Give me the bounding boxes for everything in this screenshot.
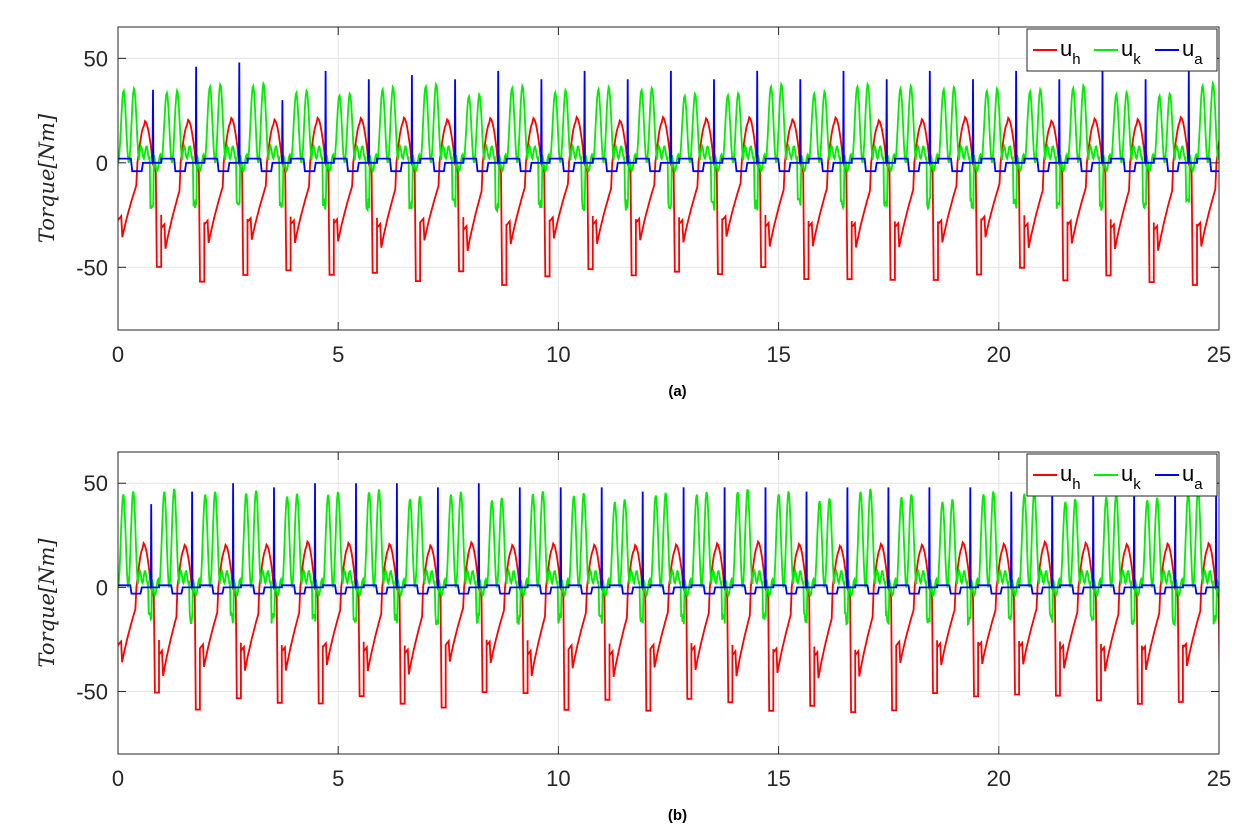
x-tick-label: 25 xyxy=(1207,342,1231,367)
series-lines xyxy=(118,483,1219,714)
x-tick-label: 20 xyxy=(987,766,1011,791)
axes-box xyxy=(117,451,1220,755)
legend-box xyxy=(1026,28,1218,72)
x-tick-label: 10 xyxy=(546,342,570,367)
legend-label: uh xyxy=(1060,36,1081,68)
legend-label: ua xyxy=(1182,36,1203,68)
x-tick-label: 15 xyxy=(766,766,790,791)
panel-caption: (b) xyxy=(668,807,687,824)
x-tick-label: 10 xyxy=(546,766,570,791)
legend: uh uk ua xyxy=(1026,453,1218,497)
y-tick-label: 0 xyxy=(96,151,108,176)
legend-label: ua xyxy=(1182,461,1203,493)
series-line-uk xyxy=(118,488,1219,627)
x-tick-label: 0 xyxy=(112,342,124,367)
y-tick-label: 0 xyxy=(96,575,108,600)
axes-box xyxy=(117,26,1220,331)
legend-box xyxy=(1026,453,1218,497)
legend-label: uh xyxy=(1060,461,1081,493)
x-tick-label: 20 xyxy=(987,342,1011,367)
series-line-uk xyxy=(118,80,1219,214)
y-tick-label: -50 xyxy=(76,680,108,705)
legend-label: uk xyxy=(1121,36,1141,68)
series-line-uh xyxy=(118,115,1219,286)
y-tick-label: -50 xyxy=(76,255,108,280)
x-tick-label: 25 xyxy=(1207,766,1231,791)
y-tick-label: 50 xyxy=(84,471,108,496)
panel-a: 0 5 10 15 20 25 -50 0 50 Torque[Nm] (a) uh uk ua xyxy=(35,26,1231,400)
x-tick-label: 5 xyxy=(332,342,344,367)
series-line-ua xyxy=(118,62,1219,173)
x-tick-label: 5 xyxy=(332,766,344,791)
y-tick-label: 50 xyxy=(84,46,108,71)
y-axis-label: Torque[Nm] xyxy=(35,538,59,668)
series-line-uh xyxy=(118,539,1219,714)
series-line-ua xyxy=(118,483,1219,595)
x-tick-label: 0 xyxy=(112,766,124,791)
x-tick-label: 15 xyxy=(766,342,790,367)
legend: uh uk ua xyxy=(1026,28,1218,72)
y-axis-label: Torque[Nm] xyxy=(35,113,59,243)
legend-label: uk xyxy=(1121,461,1141,493)
panel-b: 0 5 10 15 20 25 -50 0 50 Torque[Nm] (b) uh uk ua xyxy=(35,451,1231,824)
series-lines xyxy=(118,62,1219,286)
panel-caption: (a) xyxy=(668,383,686,400)
